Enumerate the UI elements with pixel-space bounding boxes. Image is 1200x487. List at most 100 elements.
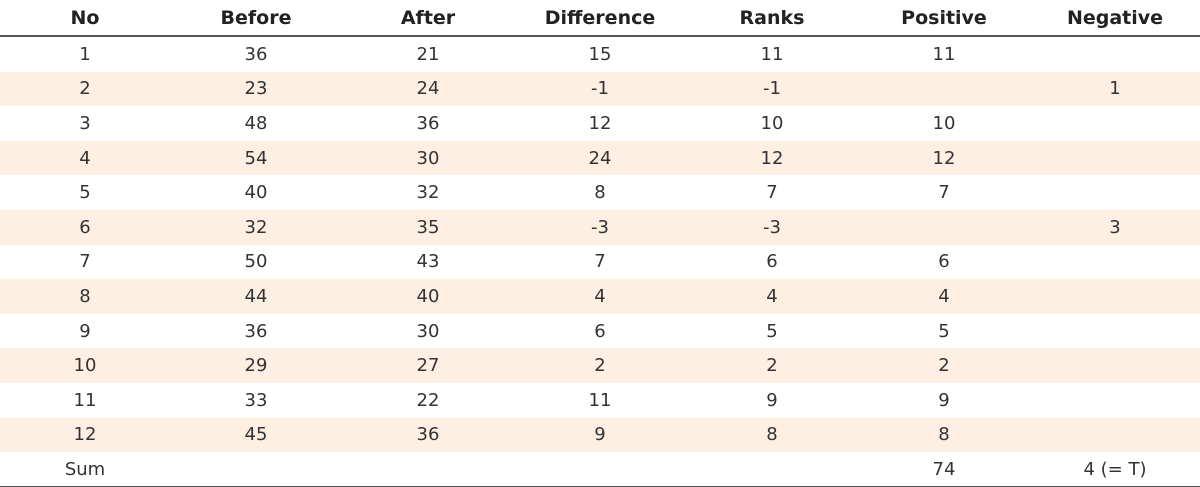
cell-after: 35 bbox=[342, 209, 514, 245]
cell-difference: 11 bbox=[514, 382, 686, 418]
cell-no: 1 bbox=[0, 36, 170, 72]
table-row: 3 48 36 12 10 10 bbox=[0, 106, 1200, 141]
cell-before: 29 bbox=[170, 348, 342, 383]
cell-no: 2 bbox=[0, 71, 170, 107]
cell-negative bbox=[1030, 36, 1200, 72]
cell-ranks: 9 bbox=[686, 382, 858, 418]
table-row: 1 36 21 15 11 11 bbox=[0, 36, 1200, 72]
cell-after: 30 bbox=[342, 313, 514, 349]
cell-difference: 6 bbox=[514, 313, 686, 349]
cell-before: 40 bbox=[170, 175, 342, 210]
cell-difference: 4 bbox=[514, 279, 686, 314]
table-body: 1 36 21 15 11 11 2 23 24 -1 -1 1 3 48 36 12 10 10 4 54 30 24 1… bbox=[0, 36, 1200, 453]
cell-no: 3 bbox=[0, 106, 170, 141]
cell-no: 12 bbox=[0, 417, 170, 453]
cell-negative: 3 bbox=[1030, 209, 1200, 245]
sum-row: Sum 74 4 (= T) bbox=[0, 452, 1200, 487]
cell-positive: 10 bbox=[858, 106, 1030, 141]
table-row: 8 44 40 4 4 4 bbox=[0, 279, 1200, 314]
cell-difference: -1 bbox=[514, 71, 686, 107]
cell-ranks: 7 bbox=[686, 175, 858, 210]
cell-before: 54 bbox=[170, 140, 342, 176]
cell-negative bbox=[1030, 140, 1200, 176]
column-header-after: After bbox=[342, 0, 514, 37]
cell-before: 36 bbox=[170, 313, 342, 349]
table-row: 12 45 36 9 8 8 bbox=[0, 417, 1200, 453]
cell-positive: 11 bbox=[858, 36, 1030, 72]
cell-no: 8 bbox=[0, 279, 170, 314]
column-header-no: No bbox=[0, 0, 170, 37]
cell-difference: 7 bbox=[514, 244, 686, 280]
header-row: No Before After Difference Ranks Positiv… bbox=[0, 0, 1200, 37]
cell-no: 7 bbox=[0, 244, 170, 280]
table-row: 11 33 22 11 9 9 bbox=[0, 382, 1200, 418]
cell-before: 44 bbox=[170, 279, 342, 314]
cell-negative bbox=[1030, 244, 1200, 280]
cell-before: 48 bbox=[170, 106, 342, 141]
cell-after: 30 bbox=[342, 140, 514, 176]
table-row: 6 32 35 -3 -3 3 bbox=[0, 209, 1200, 245]
table-header: No Before After Difference Ranks Positiv… bbox=[0, 0, 1200, 37]
cell-negative bbox=[1030, 417, 1200, 453]
sum-cell-negative: 4 (= T) bbox=[1030, 452, 1200, 487]
cell-difference: 15 bbox=[514, 36, 686, 72]
cell-negative bbox=[1030, 279, 1200, 314]
cell-positive bbox=[858, 209, 1030, 245]
sum-cell-after bbox=[342, 452, 514, 487]
sum-cell-before bbox=[170, 452, 342, 487]
cell-positive: 12 bbox=[858, 140, 1030, 176]
cell-ranks: 6 bbox=[686, 244, 858, 280]
cell-difference: 24 bbox=[514, 140, 686, 176]
column-header-ranks: Ranks bbox=[686, 0, 858, 37]
sum-cell-difference bbox=[514, 452, 686, 487]
sum-cell-positive: 74 bbox=[858, 452, 1030, 487]
cell-negative bbox=[1030, 106, 1200, 141]
cell-negative bbox=[1030, 175, 1200, 210]
cell-after: 40 bbox=[342, 279, 514, 314]
table-row: 5 40 32 8 7 7 bbox=[0, 175, 1200, 210]
cell-ranks: -1 bbox=[686, 71, 858, 107]
cell-after: 21 bbox=[342, 36, 514, 72]
cell-positive bbox=[858, 71, 1030, 107]
cell-positive: 6 bbox=[858, 244, 1030, 280]
cell-negative bbox=[1030, 382, 1200, 418]
cell-after: 32 bbox=[342, 175, 514, 210]
cell-before: 50 bbox=[170, 244, 342, 280]
cell-ranks: 4 bbox=[686, 279, 858, 314]
sum-cell-ranks bbox=[686, 452, 858, 487]
cell-before: 45 bbox=[170, 417, 342, 453]
cell-positive: 5 bbox=[858, 313, 1030, 349]
cell-positive: 9 bbox=[858, 382, 1030, 418]
table-row: 9 36 30 6 5 5 bbox=[0, 313, 1200, 349]
cell-ranks: 12 bbox=[686, 140, 858, 176]
cell-after: 43 bbox=[342, 244, 514, 280]
cell-difference: 9 bbox=[514, 417, 686, 453]
cell-after: 22 bbox=[342, 382, 514, 418]
column-header-difference: Difference bbox=[514, 0, 686, 37]
cell-no: 9 bbox=[0, 313, 170, 349]
cell-negative: 1 bbox=[1030, 71, 1200, 107]
cell-difference: 12 bbox=[514, 106, 686, 141]
cell-ranks: 5 bbox=[686, 313, 858, 349]
cell-after: 24 bbox=[342, 71, 514, 107]
cell-no: 11 bbox=[0, 382, 170, 418]
cell-ranks: 11 bbox=[686, 36, 858, 72]
cell-after: 27 bbox=[342, 348, 514, 383]
cell-difference: -3 bbox=[514, 209, 686, 245]
cell-negative bbox=[1030, 348, 1200, 383]
cell-no: 4 bbox=[0, 140, 170, 176]
cell-difference: 2 bbox=[514, 348, 686, 383]
cell-ranks: 2 bbox=[686, 348, 858, 383]
cell-positive: 8 bbox=[858, 417, 1030, 453]
column-header-before: Before bbox=[170, 0, 342, 37]
cell-before: 33 bbox=[170, 382, 342, 418]
cell-positive: 4 bbox=[858, 279, 1030, 314]
cell-before: 32 bbox=[170, 209, 342, 245]
sum-label: Sum bbox=[0, 452, 170, 487]
cell-negative bbox=[1030, 313, 1200, 349]
table-row: 10 29 27 2 2 2 bbox=[0, 348, 1200, 383]
column-header-positive: Positive bbox=[858, 0, 1030, 37]
table-row: 7 50 43 7 6 6 bbox=[0, 244, 1200, 280]
